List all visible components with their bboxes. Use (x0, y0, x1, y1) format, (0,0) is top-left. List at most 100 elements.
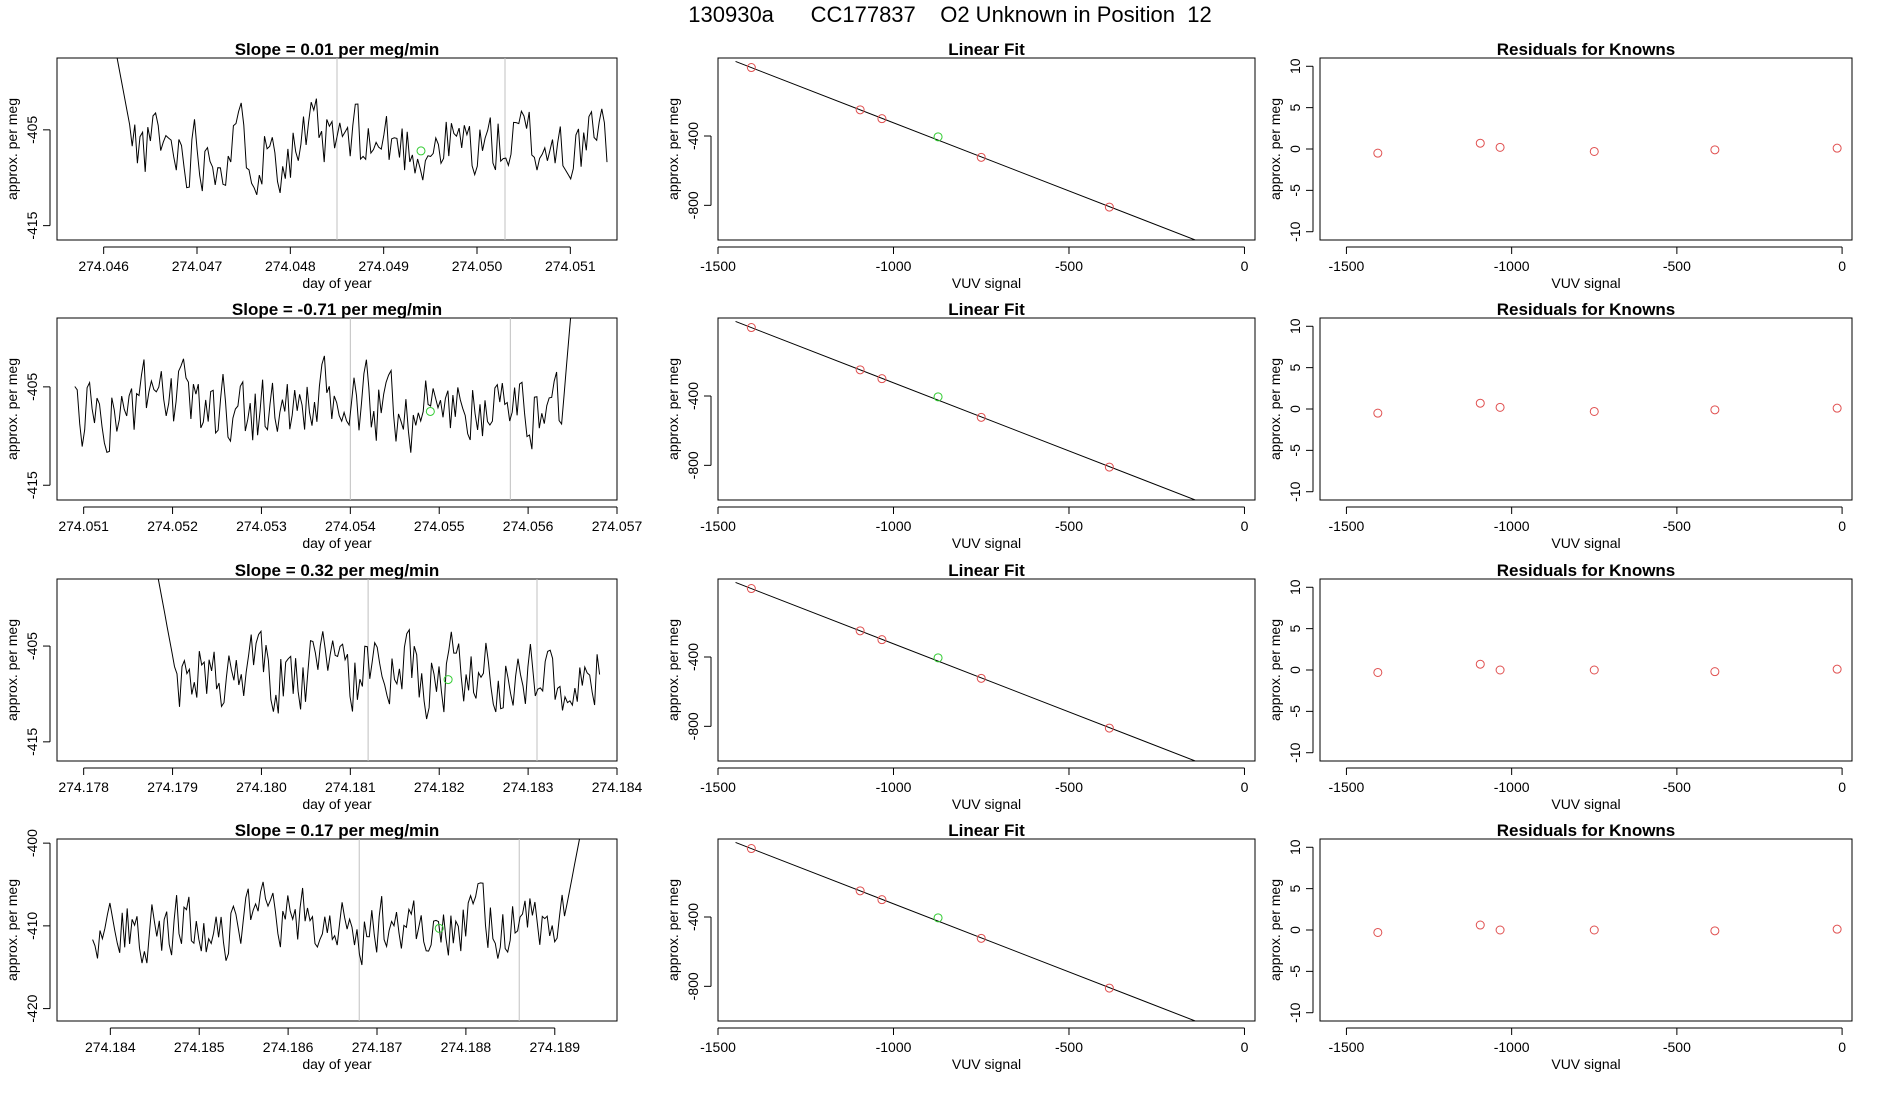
figure-title: 130930a CC177837 O2 Unknown in Position … (688, 2, 1212, 27)
x-axis-label: VUV signal (1551, 796, 1620, 812)
y-tick-label: -415 (24, 211, 40, 239)
residual-point (1373, 927, 1383, 937)
x-tick-label: 274.180 (236, 779, 287, 795)
x-axis-label: VUV signal (1551, 275, 1620, 291)
plot-area (735, 842, 1197, 1021)
residual-point (1710, 667, 1720, 677)
x-tick-label: -1000 (1494, 779, 1530, 795)
x-axis: -1500 -1000 -500 0 (700, 1027, 1249, 1055)
panel-6: Residuals for Knowns VUV signal approx. pe… (1267, 300, 1853, 551)
y-axis-label: approx. per meg (665, 98, 681, 200)
x-tick-label: -1500 (700, 518, 736, 534)
x-tick-label: -1000 (1494, 518, 1530, 534)
y-tick-label: -410 (24, 912, 40, 940)
residual-point (1832, 143, 1842, 153)
known-point (976, 933, 986, 943)
signal-line (92, 839, 581, 966)
panel-title: Linear Fit (948, 40, 1025, 59)
known-point (976, 152, 986, 162)
y-tick-label: 10 (1287, 579, 1303, 595)
y-tick-label: 5 (1287, 625, 1303, 633)
x-axis: 274.046 274.047 274.048 274.049 274.050 274.0… (78, 246, 596, 274)
panel-title: Residuals for Knowns (1497, 821, 1676, 840)
x-axis-label: day of year (302, 796, 372, 812)
panel-title: Residuals for Knowns (1497, 561, 1676, 580)
y-axis: -405 -415 (24, 632, 51, 756)
plot-frame (1319, 317, 1853, 501)
y-tick-label: 5 (1287, 364, 1303, 372)
y-tick-label: 0 (1287, 666, 1303, 674)
x-axis: -1500 -1000 -500 0 (1329, 506, 1846, 534)
y-axis-label: approx. per meg (4, 358, 20, 460)
y-tick-label: 0 (1287, 405, 1303, 413)
known-point (877, 374, 887, 384)
unknown-point (933, 913, 943, 923)
panel-8: Linear Fit VUV signal approx. per meg -1500… (665, 561, 1256, 812)
residual-point (1710, 405, 1720, 415)
x-tick-label: 274.056 (503, 518, 554, 534)
plot-area (157, 579, 601, 761)
signal-line (157, 579, 601, 720)
residual-point (1475, 920, 1485, 930)
plot-area (735, 582, 1197, 761)
y-tick-label: -5 (1287, 184, 1303, 197)
y-axis-label: approx. per meg (1267, 619, 1283, 721)
x-axis: -1500 -1000 -500 0 (1329, 246, 1846, 274)
panel-5: Linear Fit VUV signal approx. per meg -1500… (665, 300, 1256, 551)
y-tick-label: -5 (1287, 444, 1303, 457)
x-axis: -1500 -1000 -500 0 (700, 767, 1249, 795)
x-tick-label: -1000 (1494, 1039, 1530, 1055)
y-tick-label: -800 (685, 191, 701, 219)
y-tick-label: 0 (1287, 145, 1303, 153)
x-tick-label: 274.178 (58, 779, 109, 795)
x-axis: 274.184 274.185 274.186 274.187 274.188 274.1… (85, 1027, 580, 1055)
known-point (855, 105, 865, 115)
y-tick-label: -10 (1287, 742, 1303, 762)
panel-title: Slope = 0.01 per meg/min (235, 40, 440, 59)
y-axis-label: approx. per meg (665, 619, 681, 721)
x-tick-label: -1000 (876, 258, 912, 274)
x-tick-label: 0 (1838, 779, 1846, 795)
x-axis-label: VUV signal (1551, 1056, 1620, 1072)
x-tick-label: 274.179 (147, 779, 198, 795)
y-tick-label: -800 (685, 712, 701, 740)
x-tick-label: 274.184 (85, 1039, 136, 1055)
known-point (1104, 983, 1114, 993)
y-axis-label: approx. per meg (1267, 879, 1283, 981)
y-tick-label: -405 (24, 632, 40, 660)
fit-line (735, 582, 1197, 761)
unknown-point (933, 653, 943, 663)
x-tick-label: 0 (1241, 258, 1249, 274)
unknown-point (933, 132, 943, 142)
x-tick-label: -1000 (1494, 258, 1530, 274)
panel-11: Linear Fit VUV signal approx. per meg -1500… (665, 821, 1256, 1072)
residual-point (1475, 398, 1485, 408)
plot-area (735, 321, 1197, 500)
plot-frame (56, 578, 618, 762)
x-tick-label: 274.048 (265, 258, 316, 274)
known-point (976, 412, 986, 422)
y-axis: -400 -800 (685, 382, 712, 479)
x-axis-label: VUV signal (952, 275, 1021, 291)
residual-point (1589, 146, 1599, 156)
y-tick-label: -10 (1287, 1002, 1303, 1022)
y-tick-label: -400 (685, 382, 701, 410)
residual-point (1495, 925, 1505, 935)
y-tick-label: -5 (1287, 965, 1303, 978)
x-axis-label: VUV signal (1551, 535, 1620, 551)
x-tick-label: -500 (1055, 779, 1083, 795)
panel-7: Slope = 0.32 per meg/min day of year appro… (4, 561, 643, 812)
x-tick-label: 0 (1241, 1039, 1249, 1055)
x-tick-label: 274.055 (414, 518, 465, 534)
plot-area (1373, 920, 1842, 937)
y-axis: 10 5 0 -5 -10 (1287, 58, 1314, 242)
y-tick-label: -400 (685, 643, 701, 671)
y-tick-label: -800 (685, 972, 701, 1000)
residual-point (1589, 406, 1599, 416)
y-tick-label: -405 (24, 116, 40, 144)
panel-title: Residuals for Knowns (1497, 300, 1676, 319)
y-tick-label: -405 (24, 373, 40, 401)
residual-point (1495, 402, 1505, 412)
x-axis-label: VUV signal (952, 535, 1021, 551)
plot-area (1373, 138, 1842, 158)
